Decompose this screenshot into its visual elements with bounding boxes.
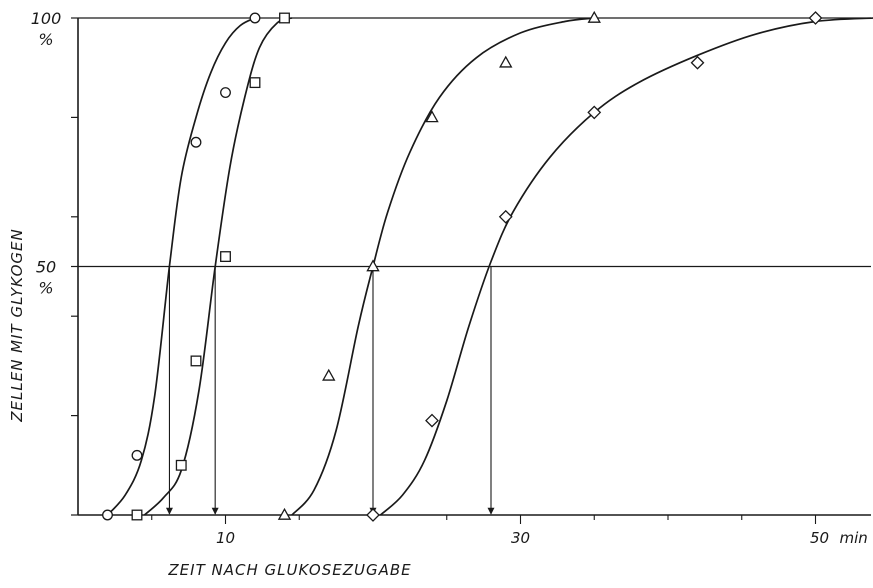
data-point-square — [280, 13, 290, 23]
data-point-circle — [191, 137, 201, 147]
half-time-arrows — [169, 267, 491, 515]
data-point-triangle — [589, 12, 600, 22]
data-point-square — [132, 510, 142, 520]
y-tick-label: 50 — [36, 258, 56, 277]
axis-labels: 10 30 50 min 100% 50% ZEIT NACH GLUKOSEZUGABE Z… — [8, 9, 868, 579]
data-point-square — [191, 356, 201, 366]
data-point-circle — [221, 88, 231, 98]
x-tick-label: 30 — [511, 529, 530, 547]
data-point-triangle — [367, 261, 378, 271]
data-point-circle — [250, 13, 260, 23]
data-point-square — [250, 78, 260, 88]
x-axis-label: ZEIT NACH GLUKOSEZUGABE — [167, 561, 411, 579]
x-unit-label: min — [840, 529, 868, 547]
x-tick-label: 50 — [810, 529, 829, 547]
y-tick-label: 100 — [31, 9, 62, 28]
axis-ticks — [71, 18, 816, 524]
data-point-diamond — [367, 509, 379, 521]
y-unit-label: % — [38, 279, 53, 298]
data-point-circle — [103, 510, 113, 520]
data-point-diamond — [692, 57, 704, 69]
data-point-square — [176, 461, 186, 471]
y-unit-label: % — [38, 30, 53, 49]
data-point-triangle — [500, 57, 511, 67]
data-point-triangle — [323, 370, 334, 380]
data-point-square — [221, 252, 231, 262]
data-point-circle — [132, 451, 142, 461]
x-tick-label: 10 — [216, 529, 235, 547]
data-point-diamond — [426, 415, 438, 427]
y-axis-label: ZELLEN MIT GLYKOGEN — [8, 228, 26, 423]
data-point-diamond — [500, 211, 512, 223]
